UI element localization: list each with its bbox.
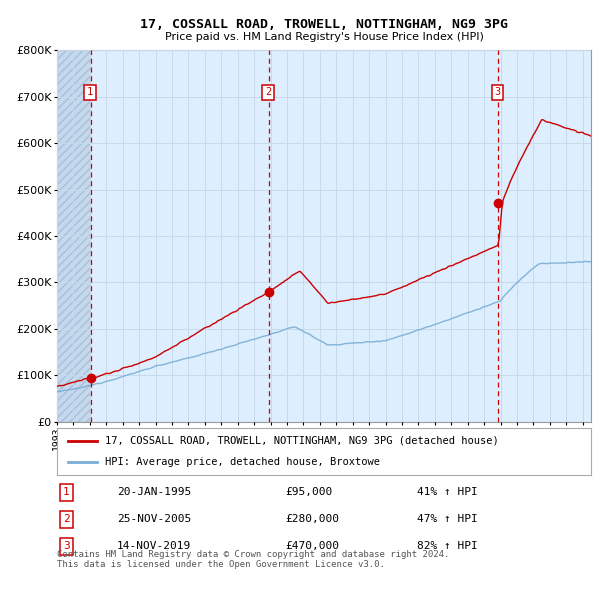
Text: HPI: Average price, detached house, Broxtowe: HPI: Average price, detached house, Brox…: [105, 457, 380, 467]
Text: Contains HM Land Registry data © Crown copyright and database right 2024.
This d: Contains HM Land Registry data © Crown c…: [57, 550, 449, 569]
Text: 47% ↑ HPI: 47% ↑ HPI: [417, 514, 478, 525]
Text: 20-JAN-1995: 20-JAN-1995: [117, 487, 191, 497]
Text: 17, COSSALL ROAD, TROWELL, NOTTINGHAM, NG9 3PG (detached house): 17, COSSALL ROAD, TROWELL, NOTTINGHAM, N…: [105, 436, 499, 446]
Bar: [57, 50, 91, 422]
Text: 3: 3: [63, 542, 70, 552]
Text: 25-NOV-2005: 25-NOV-2005: [117, 514, 191, 525]
Text: 41% ↑ HPI: 41% ↑ HPI: [417, 487, 478, 497]
Text: Price paid vs. HM Land Registry's House Price Index (HPI): Price paid vs. HM Land Registry's House …: [164, 32, 484, 42]
Text: £470,000: £470,000: [285, 542, 339, 552]
Text: 3: 3: [494, 87, 500, 97]
Text: 2: 2: [63, 514, 70, 525]
Text: 2: 2: [265, 87, 271, 97]
Bar: [57, 50, 91, 422]
Text: 82% ↑ HPI: 82% ↑ HPI: [417, 542, 478, 552]
Text: 1: 1: [63, 487, 70, 497]
Text: 1: 1: [87, 87, 93, 97]
Text: 14-NOV-2019: 14-NOV-2019: [117, 542, 191, 552]
Text: 17, COSSALL ROAD, TROWELL, NOTTINGHAM, NG9 3PG: 17, COSSALL ROAD, TROWELL, NOTTINGHAM, N…: [140, 18, 508, 31]
Text: £95,000: £95,000: [285, 487, 332, 497]
Text: £280,000: £280,000: [285, 514, 339, 525]
